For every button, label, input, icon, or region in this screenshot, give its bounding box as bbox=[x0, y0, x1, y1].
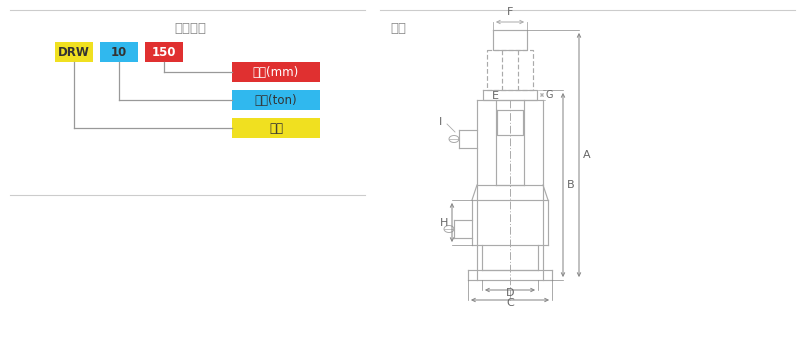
Text: 行程(mm): 行程(mm) bbox=[253, 66, 299, 79]
Text: C: C bbox=[506, 298, 514, 308]
Text: B: B bbox=[567, 180, 574, 190]
Text: A: A bbox=[583, 150, 590, 160]
Bar bbox=[145, 42, 183, 62]
Bar bbox=[232, 62, 320, 82]
Bar bbox=[232, 118, 320, 138]
Text: E: E bbox=[491, 91, 498, 101]
Text: D: D bbox=[506, 288, 514, 298]
Text: F: F bbox=[507, 7, 513, 17]
Bar bbox=[232, 90, 320, 110]
Text: 载荷(ton): 载荷(ton) bbox=[254, 93, 298, 106]
Bar bbox=[55, 42, 93, 62]
Text: H: H bbox=[440, 218, 448, 227]
Text: 型号: 型号 bbox=[269, 121, 283, 134]
Bar bbox=[100, 42, 138, 62]
Text: 10: 10 bbox=[111, 46, 127, 59]
Text: DRW: DRW bbox=[58, 46, 90, 59]
Text: G: G bbox=[546, 90, 554, 100]
Text: I: I bbox=[439, 117, 442, 127]
Text: 尺寸: 尺寸 bbox=[390, 22, 406, 35]
Text: 150: 150 bbox=[152, 46, 176, 59]
Text: 型号说明: 型号说明 bbox=[174, 22, 206, 35]
